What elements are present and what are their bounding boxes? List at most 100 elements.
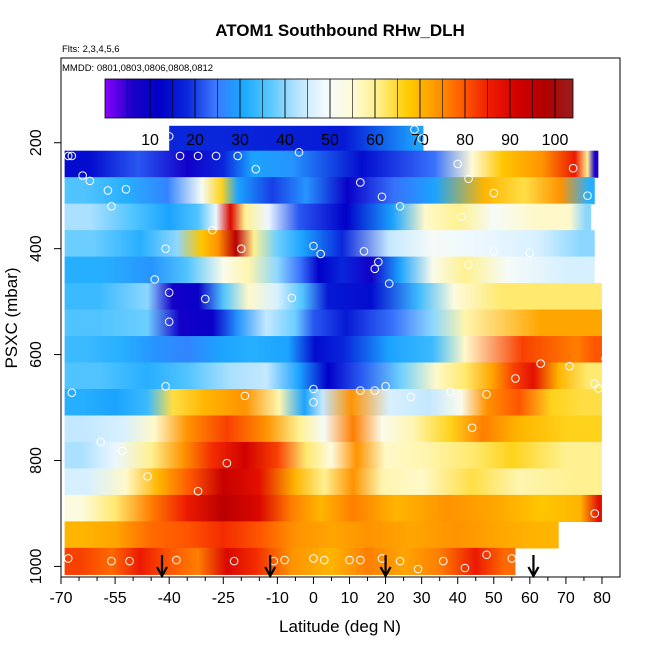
heatmap-row	[64, 494, 602, 522]
x-tick-label: -70	[49, 590, 72, 607]
data-point	[125, 556, 134, 566]
heatmap-row	[64, 521, 559, 549]
y-axis: 200 400 600 800 1000	[28, 129, 61, 584]
data-point	[107, 201, 116, 211]
data-point	[482, 550, 491, 560]
data-point	[96, 437, 105, 447]
data-point	[565, 361, 574, 371]
colorbar-tick-label: 90	[501, 132, 519, 149]
data-points	[63, 125, 610, 574]
data-point	[164, 317, 174, 327]
data-point	[370, 386, 380, 395]
x-axis-label: Latitude (deg N)	[279, 617, 401, 636]
x-axis: -70 -55 -40 -25 -10 0 10 20 30 40 50 60 70 80	[49, 577, 611, 607]
heatmap-row	[64, 150, 599, 178]
data-point	[175, 151, 185, 161]
data-point	[143, 472, 152, 481]
data-point	[161, 382, 170, 391]
heatmap-row	[64, 468, 602, 496]
data-point	[453, 159, 463, 169]
data-point	[464, 260, 473, 269]
data-point	[316, 249, 325, 259]
x-tick-label: 0	[309, 590, 318, 607]
data-point	[63, 151, 73, 161]
data-point	[63, 554, 73, 563]
chart-title: ATOM1 Southbound RHw_DLH	[215, 21, 465, 40]
heatmap-row	[64, 177, 595, 205]
data-point	[370, 264, 380, 274]
colorbar-tick-label: 20	[186, 132, 204, 149]
data-point	[464, 174, 473, 184]
down-arrow-icon	[156, 555, 168, 579]
x-tick-label: -25	[212, 590, 235, 607]
x-tick-label: 10	[341, 590, 359, 607]
data-point	[395, 556, 405, 566]
heatmap-row	[64, 336, 602, 364]
data-point	[208, 225, 217, 235]
data-point	[211, 151, 221, 161]
x-tick-label: -10	[266, 590, 289, 607]
data-point	[67, 388, 77, 398]
data-point	[446, 387, 455, 396]
heatmap-row	[64, 547, 516, 575]
heatmap-row	[64, 309, 602, 337]
colorbar-tick-label: 80	[456, 132, 474, 149]
data-point	[164, 132, 174, 141]
data-point	[161, 244, 170, 253]
data-point	[150, 275, 160, 284]
data-point	[489, 188, 499, 198]
y-tick-label: 600	[28, 341, 45, 368]
heatmap-row	[64, 283, 602, 311]
data-point	[438, 556, 448, 566]
data-point	[309, 397, 318, 407]
x-tick-label: 80	[593, 590, 611, 607]
colorbar-tick-label: 100	[542, 132, 569, 149]
x-tick-label: 60	[521, 590, 539, 607]
down-arrow-icon	[527, 555, 540, 579]
colorbar-tick-label: 10	[141, 132, 159, 149]
y-tick-label: 200	[28, 129, 45, 156]
y-tick-label: 1000	[28, 549, 45, 585]
data-point	[381, 382, 390, 391]
data-point	[356, 386, 365, 395]
heatmap-cells	[64, 125, 602, 575]
colorbar-tick-label: 30	[231, 132, 249, 149]
x-tick-label: 50	[485, 590, 503, 607]
data-point	[309, 554, 318, 563]
data-point	[460, 563, 470, 573]
flights-note: Flts: 2,3,4,5,6	[62, 44, 120, 55]
data-point	[374, 257, 383, 267]
colorbar-gradient	[104, 78, 574, 119]
data-point	[345, 555, 354, 565]
data-point	[287, 293, 297, 303]
data-point	[251, 164, 261, 174]
colorbar-tick-labels: 10 20 30 40 50 60 70 80 90 100	[141, 132, 568, 149]
data-point	[601, 354, 610, 364]
y-axis-label: PSXC (mbar)	[2, 267, 21, 368]
x-tick-label: -40	[158, 590, 181, 607]
down-arrow-icon	[264, 555, 277, 579]
data-point	[309, 384, 318, 394]
data-point	[406, 392, 416, 402]
data-point	[536, 359, 545, 368]
data-point	[280, 555, 289, 565]
data-point	[356, 555, 365, 565]
data-point	[507, 554, 517, 563]
data-point	[319, 555, 329, 565]
data-point	[222, 458, 232, 468]
data-point	[410, 125, 419, 134]
heatmap-row	[64, 203, 592, 231]
dates-note: MMDD: 0801,0803,0806,0808,0812	[62, 63, 213, 74]
heatmap-row	[64, 230, 595, 258]
data-point	[107, 556, 116, 566]
data-point	[377, 192, 387, 202]
flight-arrows	[156, 555, 540, 579]
data-point	[482, 389, 491, 399]
colorbar-tick-label: 50	[321, 132, 339, 149]
y-tick-label: 800	[28, 447, 45, 474]
data-point	[118, 446, 127, 456]
data-point	[413, 564, 423, 574]
data-point	[237, 244, 246, 253]
data-point	[229, 556, 239, 566]
